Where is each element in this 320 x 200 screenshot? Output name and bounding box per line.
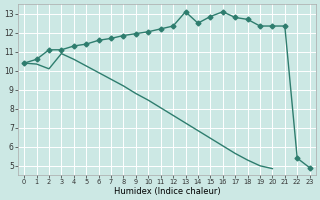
X-axis label: Humidex (Indice chaleur): Humidex (Indice chaleur) [114, 187, 220, 196]
